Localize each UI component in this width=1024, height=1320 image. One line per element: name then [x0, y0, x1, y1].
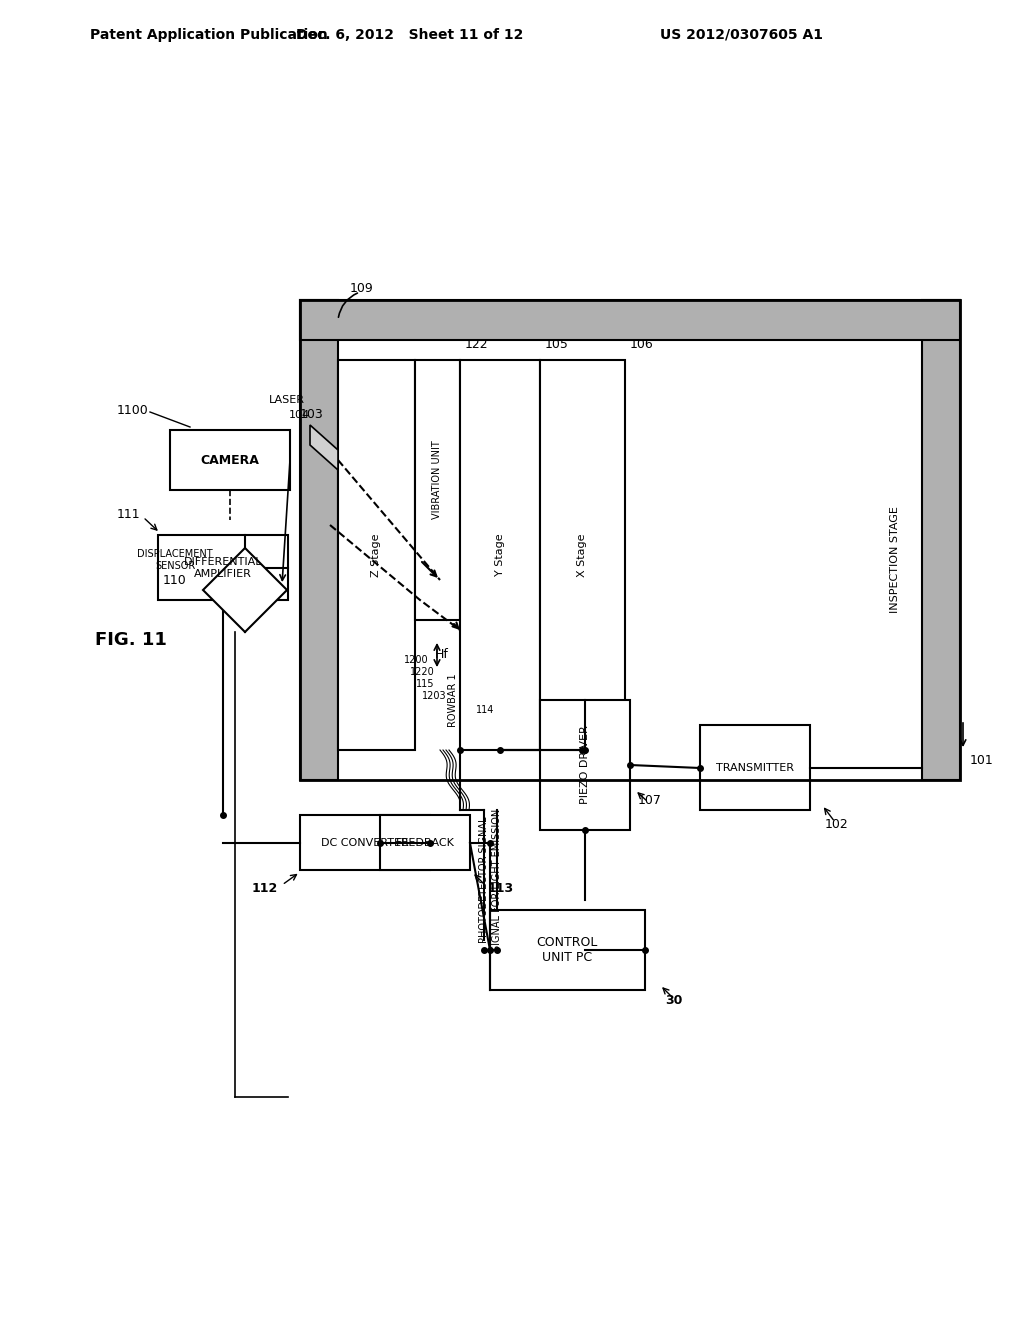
Text: FIG. 11: FIG. 11	[95, 631, 167, 649]
Text: FEEDBACK: FEEDBACK	[395, 838, 455, 847]
Text: 1200: 1200	[404, 655, 429, 665]
Text: Hf: Hf	[435, 648, 449, 661]
Text: X Stage: X Stage	[577, 533, 587, 577]
Text: 103: 103	[300, 408, 324, 421]
Text: 1220: 1220	[410, 667, 435, 677]
Text: 105: 105	[545, 338, 569, 351]
Text: DIFFERENTIAL
AMPLIFIER: DIFFERENTIAL AMPLIFIER	[183, 557, 262, 578]
Bar	[540, 360, 625, 750]
Text: 112: 112	[252, 882, 278, 895]
Text: 122: 122	[465, 338, 488, 351]
Text: 1203: 1203	[422, 690, 446, 701]
Polygon shape	[203, 548, 287, 632]
Bar	[300, 300, 961, 341]
Bar	[540, 700, 630, 830]
Text: Dec. 6, 2012   Sheet 11 of 12: Dec. 6, 2012 Sheet 11 of 12	[296, 28, 523, 42]
Text: SIGNAL FOR LIGHT EMISSION: SIGNAL FOR LIGHT EMISSION	[492, 809, 502, 952]
Text: Y Stage: Y Stage	[495, 533, 505, 577]
Text: US 2012/0307605 A1: US 2012/0307605 A1	[660, 28, 823, 42]
Text: 113: 113	[488, 882, 514, 895]
Text: CAMERA: CAMERA	[201, 454, 259, 466]
Text: 111: 111	[117, 508, 140, 521]
Text: PHOTODETECTOR SIGNAL: PHOTODETECTOR SIGNAL	[479, 817, 489, 944]
Text: DC CONVERTER: DC CONVERTER	[322, 838, 409, 847]
Text: 114: 114	[476, 705, 495, 715]
Text: LASER: LASER	[269, 395, 305, 405]
Text: DISPLACEMENT
SENSOR: DISPLACEMENT SENSOR	[137, 549, 213, 570]
Bar	[338, 360, 415, 750]
Bar	[300, 300, 338, 780]
Text: 104: 104	[289, 411, 310, 420]
Polygon shape	[310, 425, 338, 470]
Text: 102: 102	[825, 818, 849, 832]
Text: 115: 115	[416, 678, 434, 689]
Text: 101: 101	[970, 754, 993, 767]
Bar	[490, 909, 645, 990]
Text: ROWBAR 1: ROWBAR 1	[449, 673, 458, 727]
Bar	[170, 430, 290, 490]
Bar	[415, 360, 460, 620]
Text: INSPECTION STAGE: INSPECTION STAGE	[890, 507, 900, 614]
Bar	[300, 814, 430, 870]
Bar	[922, 300, 961, 780]
Text: 106: 106	[630, 338, 653, 351]
Text: 30: 30	[665, 994, 682, 1006]
Text: PIEZO DRIVER: PIEZO DRIVER	[580, 726, 590, 804]
Bar	[700, 725, 810, 810]
Text: 1100: 1100	[117, 404, 148, 417]
Text: CONTROL
UNIT PC: CONTROL UNIT PC	[537, 936, 598, 964]
Text: TRANSMITTER: TRANSMITTER	[716, 763, 794, 774]
Bar	[158, 535, 288, 601]
Text: 107: 107	[638, 793, 662, 807]
Bar	[460, 360, 540, 750]
Bar	[300, 300, 961, 780]
Bar	[380, 814, 470, 870]
Text: 110: 110	[163, 573, 186, 586]
Text: Z Stage: Z Stage	[371, 533, 381, 577]
Text: 109: 109	[350, 281, 374, 294]
Text: VIBRATION UNIT: VIBRATION UNIT	[432, 441, 442, 519]
Text: Patent Application Publication: Patent Application Publication	[90, 28, 328, 42]
